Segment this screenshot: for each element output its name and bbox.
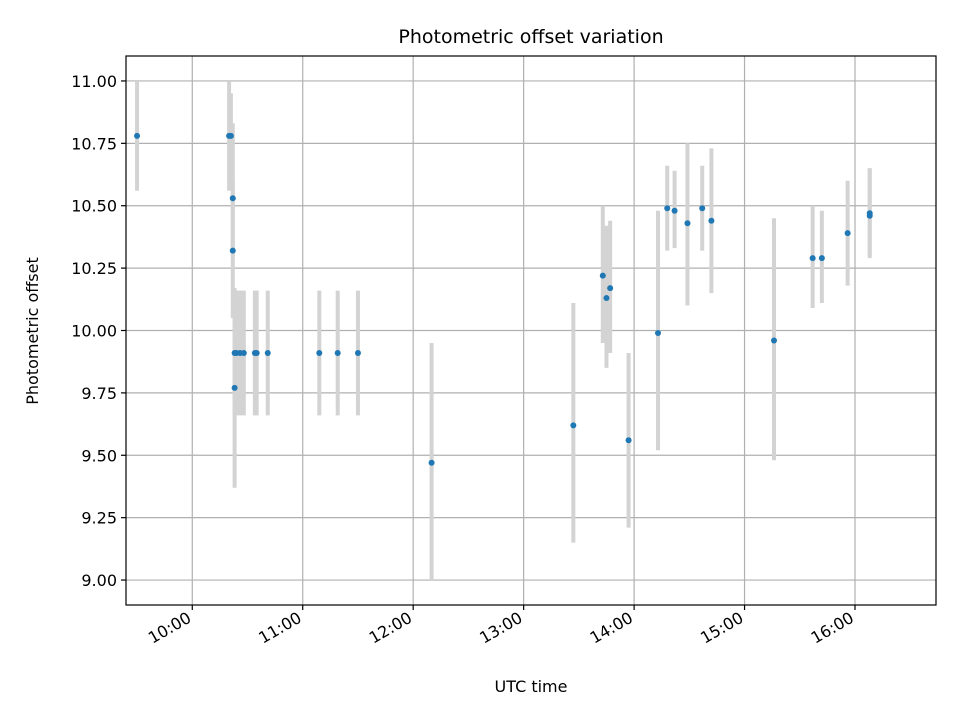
data-point: [253, 349, 260, 356]
data-point: [866, 210, 873, 217]
data-point: [699, 205, 706, 212]
data-point: [264, 349, 271, 356]
data-point: [625, 437, 632, 444]
y-tick-label: 10.25: [71, 259, 117, 278]
y-tick-label: 10.00: [71, 322, 117, 341]
y-tick-label: 9.50: [81, 446, 117, 465]
data-point: [334, 349, 341, 356]
data-point: [809, 255, 816, 262]
data-point: [240, 349, 247, 356]
y-tick-label: 9.75: [81, 384, 117, 403]
data-point: [227, 132, 234, 139]
data-point: [684, 220, 691, 227]
data-point: [708, 217, 715, 224]
data-point: [607, 285, 614, 292]
data-point: [671, 207, 678, 214]
data-point: [229, 195, 236, 202]
data-point: [316, 349, 323, 356]
grid: [126, 56, 936, 605]
y-tick-label: 9.00: [81, 571, 117, 590]
ticks: 10:00 11:00 12:00 13:00 14:00 15:00 16:009.009…: [71, 72, 857, 648]
data-point: [599, 272, 606, 279]
data-point: [603, 295, 610, 302]
y-tick-label: 10.75: [71, 134, 117, 153]
data-point: [655, 329, 662, 336]
data-point: [134, 132, 141, 139]
y-tick-label: 10.50: [71, 197, 117, 216]
y-axis-label: Photometric offset: [23, 257, 42, 405]
data-point: [570, 422, 577, 429]
chart-title: Photometric offset variation: [398, 26, 663, 48]
data-point: [354, 349, 361, 356]
y-tick-label: 11.00: [71, 72, 117, 91]
data-point: [231, 384, 238, 391]
data-point: [818, 255, 825, 262]
data-point: [664, 205, 671, 212]
data-point: [844, 230, 851, 237]
x-axis-label: UTC time: [495, 677, 568, 696]
data-point: [428, 459, 435, 466]
data-point: [771, 337, 777, 344]
data-points: [134, 132, 873, 466]
y-tick-label: 9.25: [81, 509, 117, 528]
data-point: [229, 247, 236, 254]
